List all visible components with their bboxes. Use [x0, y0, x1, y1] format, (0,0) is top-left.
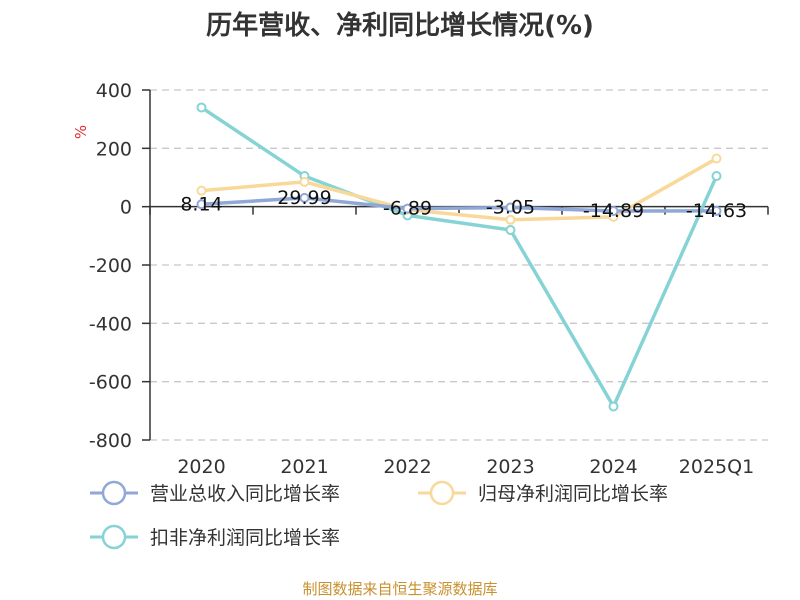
axes: 400 200 0 -200 -400 -600 -800 2020 2021 2022 2023 2… [89, 80, 769, 478]
data-point [608, 401, 619, 412]
data-point [711, 153, 722, 164]
y-tick-label: 0 [120, 197, 132, 219]
legend-item[interactable]: 扣非净利润同比增长率 [90, 524, 340, 550]
data-label: 8.14 [180, 193, 222, 215]
data-label: -14.63 [686, 200, 747, 222]
x-tick-label: 2025Q1 [679, 456, 754, 478]
series-line [201, 157, 718, 222]
data-point [711, 171, 722, 182]
series-line [201, 196, 717, 213]
data-point [505, 202, 516, 213]
data-point [299, 192, 310, 203]
data-point [505, 225, 516, 235]
data-label: 29.99 [277, 187, 331, 209]
legend-label: 归母净利润同比增长率 [478, 483, 668, 505]
data-labels: 8.14 29.99 -6.89 -3.05 -14.89 -14.63 [180, 187, 747, 222]
legend-item[interactable]: 归母净利润同比增长率 [418, 480, 668, 506]
legend-swatch-marker [101, 524, 127, 550]
y-axis-unit-label: % [72, 125, 90, 139]
legend-label: 扣非净利润同比增长率 [150, 527, 340, 549]
y-tick-label: -800 [89, 430, 132, 452]
y-tick-label: 200 [96, 138, 132, 160]
data-point [299, 176, 310, 187]
y-tick-label: -400 [89, 313, 132, 335]
data-point [196, 199, 207, 210]
x-tick-label: 2024 [589, 456, 637, 478]
y-tick-label: -600 [89, 372, 132, 394]
legend-label: 营业总收入同比增长率 [150, 483, 340, 505]
series-lines [196, 102, 722, 412]
series-line [200, 106, 719, 409]
data-point [196, 102, 207, 113]
x-tick-label: 2023 [486, 456, 534, 478]
x-tick-label: 2021 [280, 456, 328, 478]
x-tick-label: 2020 [177, 456, 225, 478]
y-tick-label: 400 [96, 80, 132, 102]
legend-item[interactable]: 营业总收入同比增长率 [90, 480, 340, 506]
source-caption: 制图数据来自恒生聚源数据库 [302, 580, 497, 598]
y-tick-label: -200 [89, 255, 132, 277]
data-label: -6.89 [383, 198, 432, 220]
data-point [608, 206, 619, 217]
data-point [196, 185, 207, 196]
data-point [402, 203, 413, 214]
chart-title: 历年营收、净利同比增长情况(%) [206, 10, 594, 41]
x-tick-label: 2022 [383, 456, 431, 478]
data-point [505, 214, 516, 225]
data-label: -3.05 [486, 197, 535, 219]
legend-swatch-marker [429, 480, 455, 506]
data-point [711, 205, 722, 216]
legend-swatch-marker [101, 480, 127, 506]
gridlines [150, 89, 768, 441]
data-label: -14.89 [583, 200, 644, 222]
